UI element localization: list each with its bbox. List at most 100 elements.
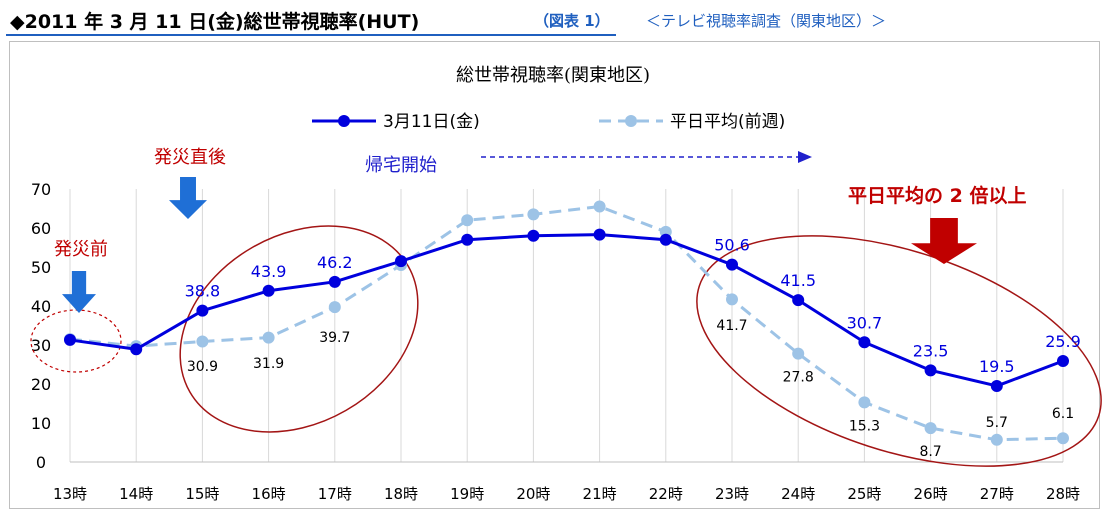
data-point [395,255,407,268]
data-label: 23.5 [913,341,949,360]
data-point [726,258,738,271]
x-tick-label: 19時 [450,485,484,503]
data-label: 19.5 [979,357,1015,376]
y-axis: 0 10 20 30 40 50 60 70 [31,180,51,472]
y-tick-label: 30 [31,336,51,355]
data-point [262,284,275,297]
data-point [262,331,275,344]
legend: 3月11日(金) 平日平均(前週) [312,112,785,132]
x-tick-label: 13時 [53,485,87,503]
header: ◆2011 年 3 月 11 日(金)総世帯視聴率(HUT) （図表 1） ＜テ… [6,6,1100,36]
arrow-double-icon [911,218,977,264]
data-label: 41.7 [716,318,747,334]
data-label: 25.9 [1045,332,1081,351]
data-point [328,301,341,314]
figure-reference: （図表 1） [534,12,610,30]
data-label: 50.6 [714,236,750,255]
x-tick-label: 27時 [980,485,1014,503]
x-tick-label: 20時 [516,485,550,503]
legend-entry: 平日平均(前週) [670,112,785,132]
x-tick-label: 21時 [583,485,617,503]
data-label: 39.7 [319,330,350,346]
data-label: 41.5 [780,271,816,290]
going-home-arrow-head-icon [798,151,812,163]
y-tick-label: 40 [31,297,51,316]
data-point [64,333,76,346]
x-tick-label: 28時 [1046,485,1080,503]
data-label: 30.7 [847,313,883,332]
data-point [858,336,871,349]
annotation-going-home: 帰宅開始 [365,155,437,176]
y-tick-label: 0 [36,453,46,472]
y-tick-label: 70 [31,180,51,199]
data-point [990,379,1003,392]
data-point [527,208,540,221]
x-tick-label: 16時 [252,485,286,503]
data-point [792,294,805,307]
grid-lines [69,189,1064,462]
legend-point-marker [625,115,637,127]
x-tick-label: 22時 [649,485,683,503]
data-point [461,233,474,246]
data-point [328,275,341,288]
data-point [1057,432,1069,445]
annotation-double: 平日平均の 2 倍以上 [848,184,1026,207]
chart-frame [9,41,1100,509]
data-point [593,228,606,241]
ellipse-double [696,235,1102,467]
header-underline [6,34,616,36]
chart-title: 総世帯視聴率(関東地区) [456,65,650,86]
data-point [990,433,1003,446]
data-label: 46.2 [317,253,353,272]
annotation-before: 発災前 [54,239,108,260]
data-point [1057,354,1069,367]
y-tick-label: 60 [31,219,51,238]
data-labels: 38.8 43.9 46.2 50.6 41.5 30.7 23.5 19.5 25.9 30.9… [185,236,1081,460]
data-label: 8.7 [919,444,941,460]
data-point [924,422,937,435]
data-point [461,214,474,227]
data-point [527,229,540,242]
x-tick-label: 17時 [318,485,352,503]
data-label: 5.7 [986,415,1008,431]
data-point [726,293,738,306]
ellipse-just-after [179,225,419,433]
y-tick-label: 50 [31,258,51,277]
x-tick-label: 18時 [384,485,418,503]
data-label: 38.8 [185,282,221,301]
data-label: 6.1 [1052,406,1074,422]
data-point [196,304,209,317]
annotation-just-after: 発災直後 [154,147,226,168]
x-tick-label: 14時 [119,485,153,503]
x-axis: 13時 14時 15時 16時 17時 18時 19時 20時 21時 22時 23時 24時 25時 2… [53,461,1080,503]
data-label: 31.9 [253,356,284,372]
x-tick-label: 15時 [185,485,219,503]
arrow-just-after-icon [169,177,207,219]
data-label: 15.3 [849,418,880,434]
data-point [858,396,871,409]
series-line [69,205,1064,442]
data-point [792,347,805,360]
arrow-before-icon [62,271,96,313]
x-tick-label: 26時 [914,485,948,503]
data-label: 27.8 [783,370,814,386]
legend-entry: 3月11日(金) [383,112,480,132]
data-label: 43.9 [251,262,287,281]
data-point [593,200,606,213]
x-tick-label: 23時 [715,485,749,503]
data-point [196,335,209,348]
y-tick-label: 10 [31,414,51,433]
data-point [924,364,937,377]
x-tick-label: 25時 [847,485,881,503]
x-tick-label: 24時 [781,485,815,503]
series-layer [64,200,1069,446]
y-tick-label: 20 [31,375,51,394]
data-point [130,343,143,356]
data-point [659,233,672,246]
ellipse-before [30,309,122,373]
legend-point-marker [338,115,350,127]
series-line [69,233,1064,388]
report-title: ◆2011 年 3 月 11 日(金)総世帯視聴率(HUT) [10,11,420,33]
